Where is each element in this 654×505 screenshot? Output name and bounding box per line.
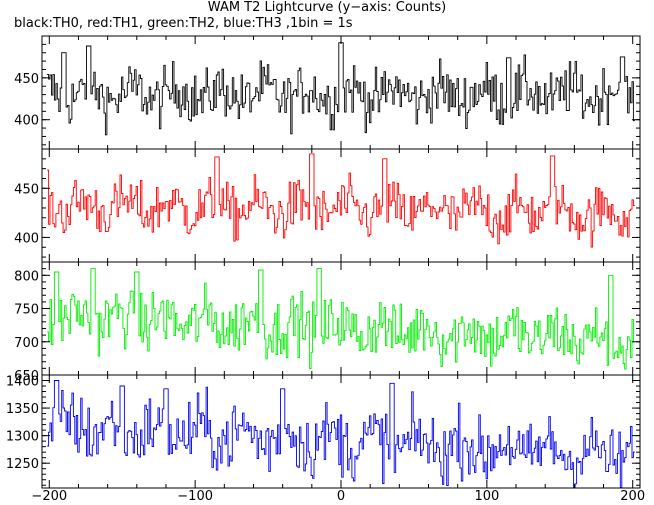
- y-tick-label: 1300: [6, 430, 39, 445]
- x-tick-label: 100: [474, 489, 499, 504]
- x-tick-label: −200: [31, 489, 67, 504]
- y-tick-label: 700: [14, 336, 39, 351]
- x-tick-label: 0: [337, 489, 345, 504]
- y-tick-label: 400: [14, 114, 39, 129]
- y-tick-label: 800: [14, 269, 39, 284]
- chart-subtitle: black:TH0, red:TH1, green:TH2, blue:TH3 …: [14, 16, 353, 31]
- y-tick-label: 1400: [6, 375, 39, 390]
- series-line-th1: [47, 153, 635, 248]
- series-line-th3: [47, 380, 635, 488]
- x-tick-label: 200: [620, 489, 645, 504]
- series-line-th2: [47, 268, 635, 370]
- y-tick-label: 450: [14, 72, 39, 87]
- chart-title: WAM T2 Lightcurve (y−axis: Counts): [207, 0, 447, 15]
- y-tick-label: 400: [14, 231, 39, 246]
- series-line-th0: [47, 42, 635, 136]
- y-tick-label: 1350: [6, 402, 39, 417]
- y-tick-label: 450: [14, 182, 39, 197]
- x-tick-label: −100: [177, 489, 213, 504]
- y-tick-label: 750: [14, 303, 39, 318]
- y-tick-label: 650: [14, 369, 39, 384]
- y-tick-label: 1250: [6, 457, 39, 472]
